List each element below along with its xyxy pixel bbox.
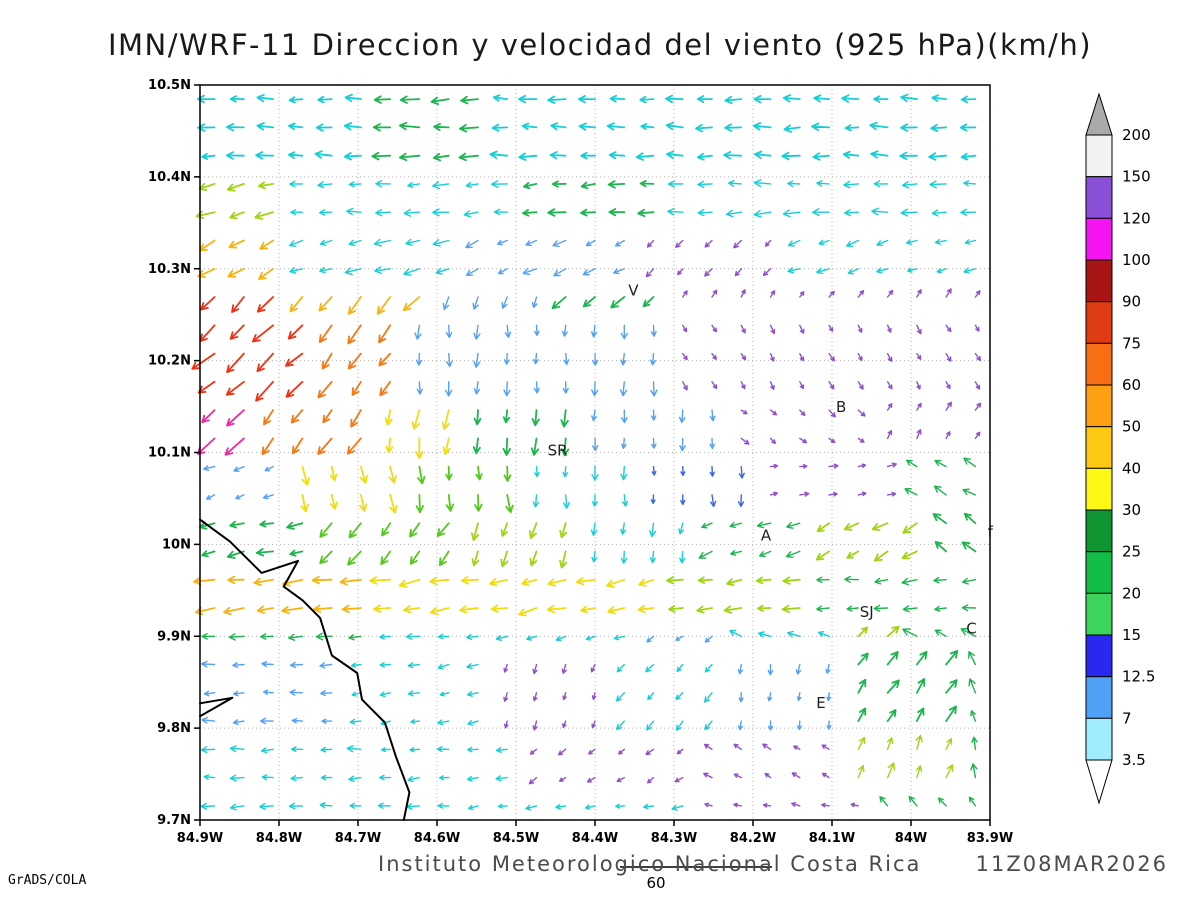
colorbar-band [1085,676,1113,719]
x-tick-label: 84W [895,831,927,846]
colorbar: 200 150 120 100 90 75 60 50 40 30 25 20 15 12.5 7 3.5 [1085,92,1155,805]
x-tick-label: 84.4W [572,831,618,846]
colorbar-level-label: 90 [1122,293,1141,311]
station-label-c: C [966,620,976,638]
colorbar-band [1085,509,1113,553]
y-tick-label: 10.5N [148,78,191,93]
y-tick-label: 9.7N [157,813,191,828]
colorbar-level-label: 75 [1122,334,1141,352]
colorbar-band [1085,592,1113,636]
colorbar-level-label: 7 [1122,709,1132,727]
y-tick-label: 10N [162,537,191,552]
colorbar-band [1085,342,1113,386]
station-label-sj: SJ [860,603,874,621]
colorbar-level-label: 30 [1122,501,1141,519]
y-tick-label: 9.8N [157,721,191,736]
coastline [199,518,411,821]
y-tick-label: 10.1N [148,446,191,461]
colorbar-band [1085,176,1113,219]
colorbar-above-max [1085,92,1113,136]
colorbar-level-label: 100 [1122,251,1151,269]
colorbar-level-label: 40 [1122,459,1141,477]
x-tick-label: 84.6W [414,831,460,846]
x-tick-label: 84.2W [730,831,776,846]
x-tick-label: 84.3W [651,831,697,846]
colorbar-band [1085,259,1113,303]
footer-datetime: 11Z08MAR2026 [976,852,1168,876]
colorbar-below-min [1085,759,1113,805]
y-tick-label: 10.3N [148,262,191,277]
grads-credit: GrADS/COLA [8,873,86,888]
x-tick-label: 84.9W [177,831,223,846]
wind-vectors [191,93,982,811]
colorbar-band [1085,384,1113,428]
y-tick-label: 10.4N [148,170,191,185]
colorbar-level-label: 3.5 [1122,751,1146,769]
colorbar-band [1085,467,1113,511]
y-tick-label: 9.9N [157,629,191,644]
station-label-sr: SR [548,441,568,459]
station-label-v: V [628,281,639,299]
colorbar-band [1085,634,1113,678]
contour-label-60: 60 [646,874,665,892]
axes: 84.9W 84.8W 84.7W 84.6W 84.5W 84.4W 84.3W 84.2W… [148,78,1013,846]
plot-border [199,84,991,821]
colorbar-level-label: 12.5 [1122,668,1155,686]
colorbar-band [1085,217,1113,261]
colorbar-level-label: 50 [1122,418,1141,436]
station-label-a: A [761,527,772,545]
y-tick-label: 10.2N [148,354,191,369]
x-tick-label: 84.8W [256,831,302,846]
colorbar-level-label: 60 [1122,376,1141,394]
colorbar-band [1085,134,1113,178]
colorbar-band [1085,426,1113,469]
x-tick-label: 84.7W [335,831,381,846]
colorbar-level-label: 20 [1122,584,1141,602]
colorbar-level-label: 15 [1122,626,1141,644]
colorbar-band [1085,301,1113,344]
x-tick-label: 84.5W [493,831,539,846]
x-tick-label: 84.1W [809,831,855,846]
station-label-b: B [836,398,846,416]
x-tick-label: 83.9W [967,831,1013,846]
chart-title: IMN/WRF-11 Direccion y velocidad del vie… [108,28,1092,62]
colorbar-level-label: 120 [1122,209,1151,227]
colorbar-level-label: 25 [1122,543,1141,561]
colorbar-level-label: 200 [1122,126,1151,144]
colorbar-band [1085,551,1113,594]
footer-institution: Instituto Meteorologico Nacional Costa R… [378,852,921,876]
station-label-e: E [816,694,825,712]
colorbar-level-label: 150 [1122,168,1151,186]
colorbar-band [1085,717,1113,761]
